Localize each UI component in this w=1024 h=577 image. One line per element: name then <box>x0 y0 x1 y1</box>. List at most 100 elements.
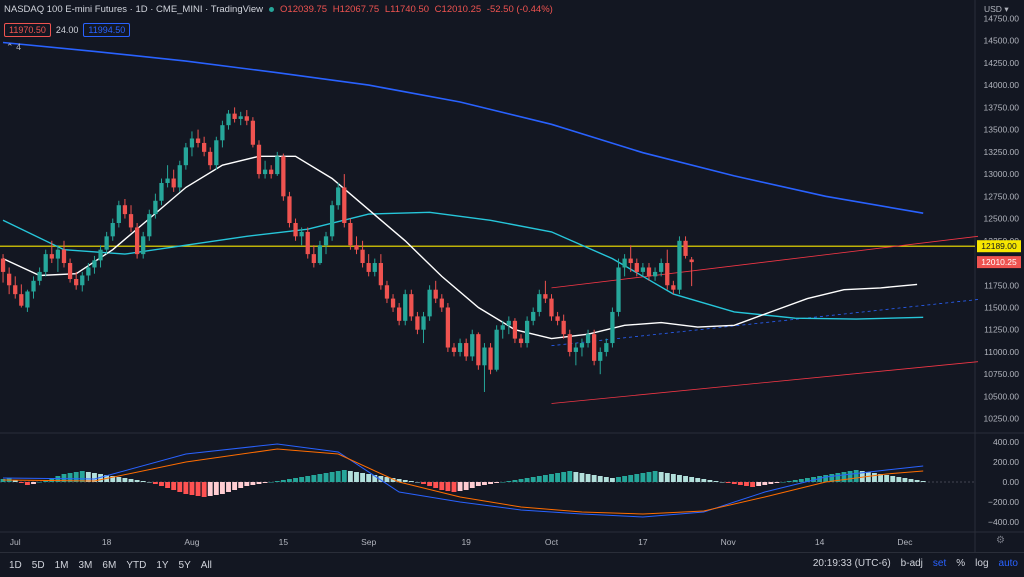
indicator-legend-toggle[interactable]: ⌃ 4 <box>6 42 21 53</box>
macd-histogram-bar <box>37 482 43 483</box>
macd-histogram-bar <box>171 482 177 490</box>
timeframe-button-all[interactable]: All <box>200 559 212 571</box>
time-tick-label: 18 <box>102 537 112 547</box>
candle-body <box>37 271 42 281</box>
macd-tick-label: 0.00 <box>1002 477 1019 487</box>
macd-histogram-bar <box>744 482 749 486</box>
tool-log[interactable]: log <box>975 558 989 569</box>
macd-histogram-bar <box>207 482 213 496</box>
candle-body <box>159 182 164 201</box>
macd-histogram-bar <box>506 481 512 482</box>
candle-body <box>512 320 518 339</box>
macd-histogram-bar <box>768 482 774 484</box>
candle-body <box>226 113 231 126</box>
candle-body <box>189 138 195 148</box>
candle-body <box>104 236 109 250</box>
candle-body <box>683 240 688 256</box>
bottom-toolbar: 1D 5D 1M 3M 6M YTD 1Y 5Y All 20:19:33 (UTC-6) b-… <box>0 552 1024 577</box>
hline-price-label-bg <box>977 240 1021 253</box>
macd-histogram-bar <box>689 477 695 482</box>
tool-b-adj[interactable]: b-adj <box>900 558 923 569</box>
candle-body <box>0 258 6 272</box>
timeframe-button-1m[interactable]: 1M <box>54 559 69 571</box>
gear-icon[interactable]: ⚙ <box>996 535 1005 546</box>
macd-histogram-bar <box>311 475 317 482</box>
clock: 20:19:33 (UTC-6) <box>812 558 891 569</box>
tool-set[interactable]: set <box>932 558 947 569</box>
low-value: L11740.50 <box>384 4 430 15</box>
price-tick-label: 11000.00 <box>984 347 1019 357</box>
macd-histogram-bar <box>658 472 664 482</box>
candle-body <box>342 187 347 223</box>
tool-percent[interactable]: % <box>956 558 966 569</box>
candle-body <box>183 147 188 166</box>
macd-histogram-bar <box>347 471 353 482</box>
symbol-title[interactable]: NASDAQ 100 E-mini Futures · 1D · CME_MIN… <box>4 4 264 15</box>
candle-body <box>153 200 158 215</box>
macd-histogram-bar <box>482 482 487 485</box>
macd-histogram-bar <box>280 480 286 482</box>
macd-histogram-bar <box>384 477 390 482</box>
hline-price-label: 12189.00 <box>981 241 1017 251</box>
bid-button[interactable]: 11970.50 <box>4 23 51 37</box>
candle-body <box>275 156 280 175</box>
price-tick-label: 14750.00 <box>984 13 1020 23</box>
time-tick-label: Sep <box>361 537 376 547</box>
timeframe-button-ytd[interactable]: YTD <box>126 559 147 571</box>
macd-histogram-bar <box>622 476 628 482</box>
candle-body <box>573 347 578 352</box>
candle-body <box>592 334 597 361</box>
timeframe-button-5y[interactable]: 5Y <box>178 559 191 571</box>
price-tick-label: 11500.00 <box>984 302 1019 312</box>
candle-body <box>403 294 408 321</box>
candle-body <box>390 298 396 308</box>
price-tick-label: 10750.00 <box>984 369 1020 379</box>
macd-histogram-bar <box>213 482 219 495</box>
candle-body <box>122 205 128 215</box>
macd-histogram-bar <box>146 482 152 483</box>
macd-histogram-bar <box>299 477 305 482</box>
macd-histogram-bar <box>475 482 481 486</box>
macd-histogram-bar <box>335 471 341 482</box>
candle-body <box>80 275 85 286</box>
macd-histogram-bar <box>603 477 609 482</box>
timeframe-button-3m[interactable]: 3M <box>78 559 93 571</box>
macd-histogram-bar <box>713 481 719 482</box>
macd-tick-label: −200.00 <box>988 497 1019 507</box>
candle-body <box>628 258 633 264</box>
candle-body <box>464 343 469 357</box>
macd-histogram-bar <box>628 475 634 482</box>
macd-histogram-bar <box>262 482 268 483</box>
macd-histogram-bar <box>24 482 30 485</box>
macd-histogram-bar <box>366 474 372 482</box>
timeframe-button-1y[interactable]: 1Y <box>156 559 169 571</box>
price-tick-label: 13000.00 <box>984 169 1020 179</box>
timeframe-button-5d[interactable]: 5D <box>31 559 45 571</box>
price-tick-label: 10250.00 <box>984 414 1020 424</box>
candle-body <box>336 187 341 206</box>
macd-histogram-bar <box>165 482 171 488</box>
candle-body <box>348 223 353 246</box>
candle-body <box>494 329 499 370</box>
macd-histogram-bar <box>73 472 79 482</box>
tool-auto[interactable]: auto <box>998 558 1018 569</box>
macd-histogram-bar <box>360 473 366 482</box>
time-tick-label: Nov <box>721 537 737 547</box>
candle-body <box>604 343 609 352</box>
macd-histogram-bar <box>616 477 621 482</box>
candle-body <box>427 289 432 317</box>
timeframe-button-6m[interactable]: 6M <box>102 559 117 571</box>
currency-select[interactable]: USD ▾ <box>984 4 1009 15</box>
ask-button[interactable]: 11994.50 <box>83 23 131 37</box>
candle-body <box>372 263 377 272</box>
macd-histogram-bar <box>494 482 500 483</box>
macd-histogram-bar <box>664 473 670 482</box>
macd-histogram-bar <box>780 482 786 483</box>
candle-body <box>524 320 530 344</box>
macd-histogram-bar <box>110 476 116 482</box>
scale-tools: b-adj set% log auto <box>901 558 1018 569</box>
candle-body <box>579 343 585 348</box>
timeframe-button-1d[interactable]: 1D <box>9 559 22 571</box>
